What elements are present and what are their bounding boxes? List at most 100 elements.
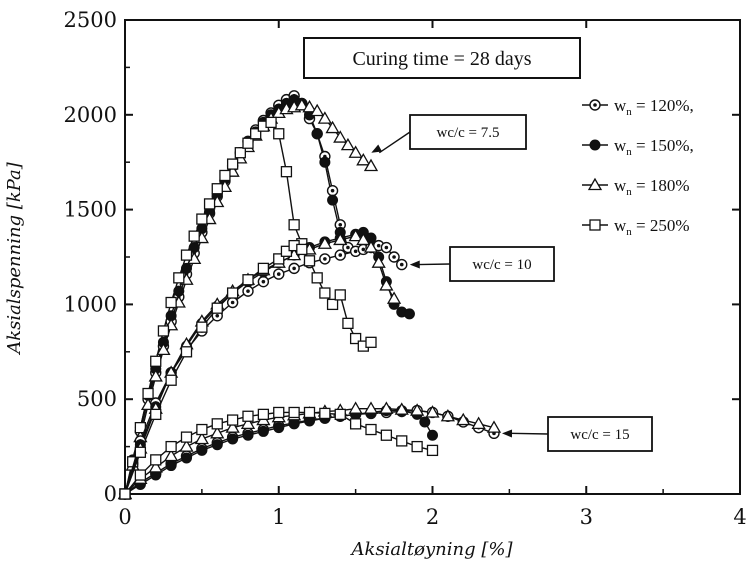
data-point <box>181 452 192 464</box>
x-tick-label: 0 <box>118 505 131 529</box>
data-point <box>194 431 209 445</box>
data-point <box>326 184 339 197</box>
data-point <box>380 429 393 441</box>
data-point <box>165 296 177 309</box>
y-tick-label: 2500 <box>64 8 117 32</box>
data-point <box>303 255 316 267</box>
data-point <box>157 325 170 337</box>
data-point <box>265 116 277 129</box>
data-point <box>173 272 185 284</box>
legend-value: = 150%, <box>632 136 694 155</box>
data-point <box>257 262 270 275</box>
data-point <box>288 406 300 419</box>
data-point <box>319 407 331 420</box>
legend-marker <box>589 219 601 231</box>
data-point <box>148 369 163 382</box>
data-point <box>150 408 162 421</box>
data-point <box>379 401 394 414</box>
legend-subscript: n <box>626 146 632 158</box>
data-point <box>396 435 408 447</box>
annotation-arrowhead <box>502 429 513 438</box>
data-point <box>333 130 348 143</box>
data-point <box>317 236 332 249</box>
y-tick-label: 1500 <box>64 198 117 222</box>
x-tick-label: 2 <box>426 505 439 529</box>
data-point <box>227 433 239 445</box>
data-point <box>156 342 171 356</box>
legend-symbol: w <box>614 216 627 235</box>
data-point <box>273 268 285 280</box>
annotation-arrow-line <box>509 432 549 435</box>
data-point <box>363 240 379 253</box>
data-point <box>180 431 193 443</box>
data-point <box>211 183 223 195</box>
data-point <box>240 416 256 429</box>
legend-marker <box>589 139 601 151</box>
data-point <box>419 416 431 428</box>
data-point <box>379 278 394 291</box>
legend-entry: wn = 250% <box>582 216 690 238</box>
data-point <box>210 426 225 439</box>
chart-title: Curing time = 28 days <box>352 48 531 70</box>
data-point <box>196 423 208 436</box>
data-point <box>242 410 254 422</box>
data-point <box>326 298 339 311</box>
annotation-text: wc/c = 7.5 <box>436 125 499 141</box>
data-point <box>142 387 154 400</box>
annotation-arrowhead <box>371 144 383 153</box>
data-point <box>226 414 239 426</box>
data-point <box>356 152 371 166</box>
data-point <box>310 103 325 117</box>
legend-label: wn = 120%, <box>614 96 694 118</box>
legend-subscript: n <box>626 226 632 238</box>
data-point <box>319 156 331 168</box>
data-point <box>486 420 502 433</box>
data-point <box>173 285 185 297</box>
data-point <box>219 169 231 182</box>
data-point <box>325 120 340 134</box>
data-point <box>196 444 208 456</box>
data-point <box>257 275 270 288</box>
data-point <box>403 308 415 320</box>
legend-entry: wn = 120%, <box>582 96 694 118</box>
data-point <box>348 228 363 242</box>
series-group <box>117 401 502 500</box>
data-point <box>257 408 270 421</box>
data-point <box>226 287 239 299</box>
series-group <box>117 226 415 500</box>
annotations: wc/c = 7.5 wc/c = 10 wc/c = 15 <box>371 114 653 452</box>
data-point <box>334 408 346 421</box>
data-point <box>340 137 356 151</box>
data-point <box>242 429 254 441</box>
data-point <box>311 272 323 284</box>
y-tick-label: 500 <box>77 387 117 411</box>
data-point <box>257 425 269 437</box>
data-point <box>440 408 455 422</box>
data-point <box>180 249 193 261</box>
y-tick-label: 1000 <box>64 292 117 316</box>
data-point <box>311 128 323 140</box>
y-tick-label: 2000 <box>64 103 117 127</box>
legend-value: = 120%, <box>632 96 694 115</box>
data-point <box>342 317 354 330</box>
legend-value: = 180% <box>632 176 690 195</box>
data-point <box>211 302 223 314</box>
series-group <box>117 90 379 500</box>
legend-value: = 250% <box>632 216 690 235</box>
data-point <box>165 440 177 453</box>
data-point <box>349 332 362 345</box>
data-point <box>303 406 316 419</box>
data-point <box>456 412 471 426</box>
data-point <box>380 241 393 254</box>
legend-entry: wn = 150%, <box>582 136 694 158</box>
data-point <box>388 251 400 263</box>
legend-marker <box>587 177 603 191</box>
annotation-box <box>449 246 555 282</box>
legend: wn = 120%,wn = 150%,wn = 180%wn = 250% <box>582 96 694 238</box>
annotation-text: wc/c = 10 <box>472 257 531 273</box>
legend-symbol: w <box>614 96 627 115</box>
annotation-arrow-line <box>417 263 451 266</box>
annotation-arrow-line <box>378 131 411 154</box>
annotation-2: wc/c = 10 <box>409 246 555 282</box>
legend-subscript: n <box>626 106 632 118</box>
